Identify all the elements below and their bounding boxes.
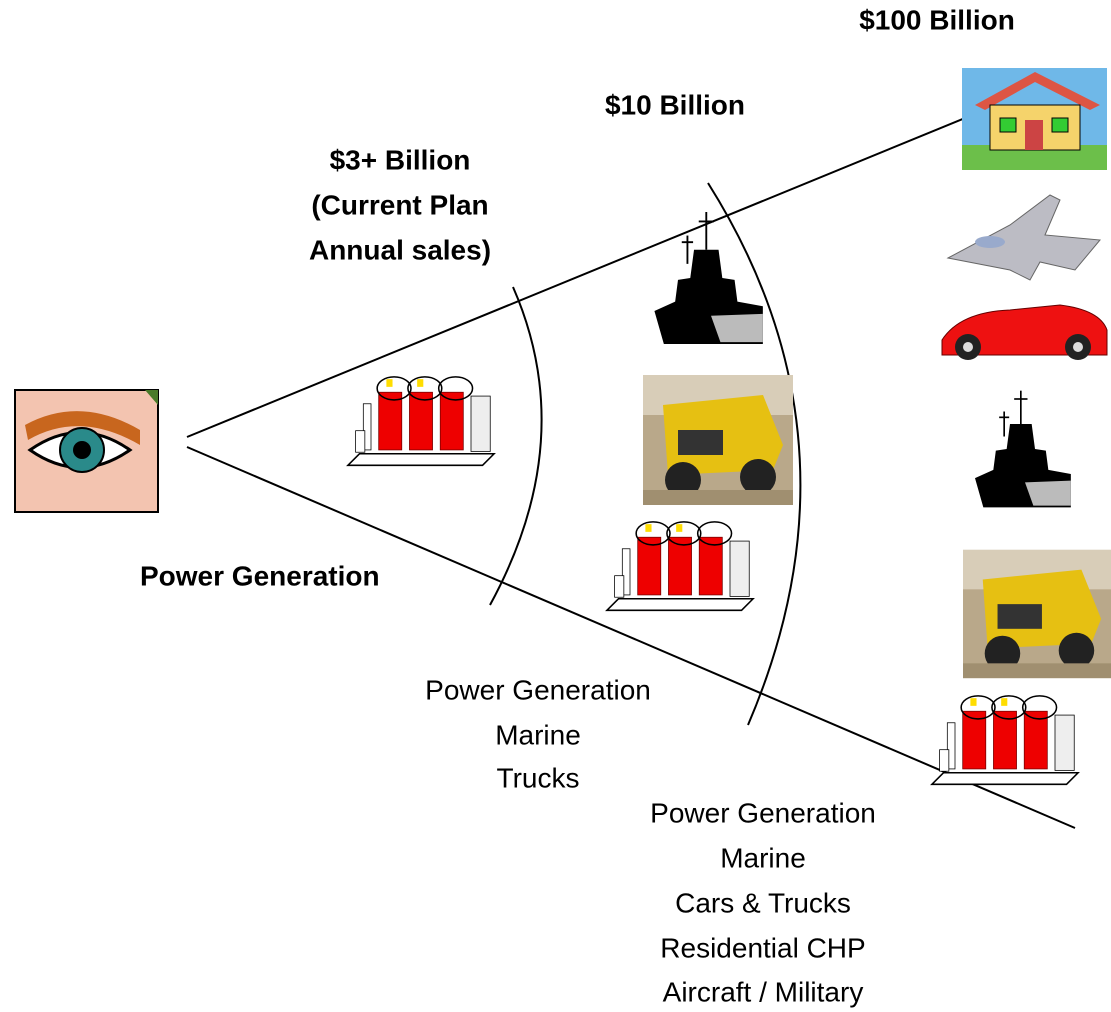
market-size: $10 Billion bbox=[605, 89, 745, 120]
market-size: $100 Billion bbox=[859, 4, 1015, 35]
application: Power Generation bbox=[140, 560, 380, 591]
application: Marine bbox=[720, 842, 806, 873]
application: Aircraft / Military bbox=[663, 976, 864, 1007]
cone bbox=[187, 75, 1075, 828]
market-note: Annual sales) bbox=[309, 234, 491, 265]
house-icon bbox=[962, 68, 1107, 170]
eye-icon bbox=[15, 390, 158, 512]
diagram: $100 Billion $10 Billion $3+ Billion (Cu… bbox=[0, 0, 1111, 1012]
application: Trucks bbox=[497, 762, 580, 793]
application: Cars & Trucks bbox=[675, 887, 851, 918]
application: Power Generation bbox=[425, 674, 651, 705]
car-icon bbox=[942, 305, 1107, 360]
application: Power Generation bbox=[650, 797, 876, 828]
application: Residential CHP bbox=[660, 932, 865, 963]
application: Marine bbox=[495, 719, 581, 750]
jet-icon bbox=[948, 195, 1100, 280]
market-size: $3+ Billion bbox=[330, 144, 471, 175]
market-note: (Current Plan bbox=[311, 189, 488, 220]
